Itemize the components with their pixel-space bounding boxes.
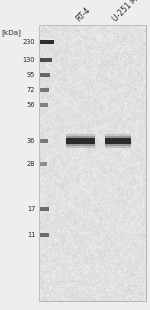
Bar: [40, 233, 49, 237]
Bar: [66, 134, 95, 148]
Bar: [66, 138, 95, 144]
Bar: [105, 134, 131, 148]
Text: 95: 95: [27, 72, 35, 78]
Text: 28: 28: [27, 161, 35, 167]
Text: 130: 130: [23, 57, 35, 64]
Text: 17: 17: [27, 206, 35, 212]
Text: 72: 72: [27, 87, 35, 93]
Bar: [40, 139, 48, 143]
Bar: [40, 207, 49, 211]
Bar: [105, 138, 131, 144]
Text: 36: 36: [27, 138, 35, 144]
Text: 56: 56: [27, 102, 35, 108]
Bar: [40, 88, 49, 92]
Bar: [40, 73, 50, 77]
Text: 230: 230: [23, 39, 35, 45]
Text: U-251 MG: U-251 MG: [111, 0, 144, 23]
Bar: [39, 25, 146, 301]
Bar: [39, 25, 146, 301]
Text: 11: 11: [27, 232, 35, 238]
Bar: [105, 136, 131, 146]
Bar: [40, 58, 52, 63]
Bar: [66, 136, 95, 146]
Text: RT-4: RT-4: [75, 5, 93, 23]
Text: [kDa]: [kDa]: [2, 29, 21, 36]
Bar: [40, 104, 48, 108]
Bar: [40, 40, 54, 44]
Bar: [40, 162, 47, 166]
